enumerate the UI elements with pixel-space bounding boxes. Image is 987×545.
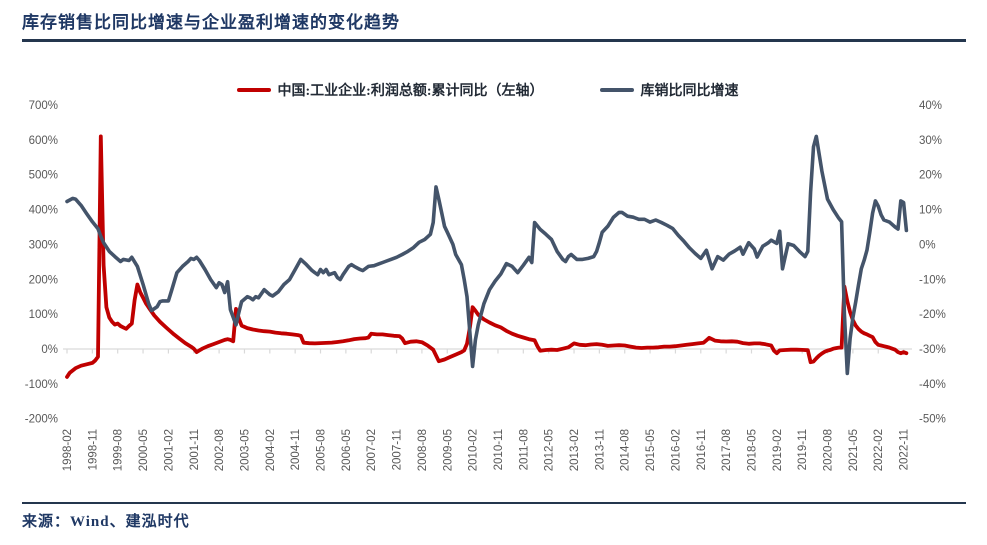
left-axis-tick-label: 700% <box>29 100 58 112</box>
right-axis-tick-label: 0% <box>919 239 936 251</box>
x-tick-label: 2022-11 <box>899 429 911 470</box>
x-tick-label: 2019-02 <box>772 429 784 471</box>
x-tick-label: 2016-02 <box>670 429 682 471</box>
x-tick-label: 2018-05 <box>746 429 758 471</box>
x-tick-label: 2022-02 <box>873 429 885 471</box>
x-tick-label: 2001-11 <box>189 429 201 470</box>
left-axis-tick-label: 600% <box>29 135 58 147</box>
legend-label-profit: 中国:工业企业:利润总额:累计同比（左轴） <box>277 84 544 99</box>
x-tick-label: 1999-08 <box>113 429 125 471</box>
left-axis-tick-label: 400% <box>29 205 58 217</box>
x-tick-label: 2015-05 <box>645 429 657 471</box>
source-text: 来源：Wind、建泓时代 <box>22 514 190 530</box>
x-tick-label: 2010-11 <box>493 429 505 470</box>
right-axis-tick-label: -30% <box>919 344 946 356</box>
page-title: 库存销售比同比增速与企业盈利增速的变化趋势 <box>22 13 400 32</box>
x-tick-label: 2003-05 <box>239 429 251 471</box>
title-divider <box>22 39 966 42</box>
chart-legend: 中国:工业企业:利润总额:累计同比（左轴） 库销比同比增速 <box>65 81 910 99</box>
right-axis-tick-label: 30% <box>919 135 942 147</box>
legend-label-inventory-sales: 库销比同比增速 <box>640 84 739 99</box>
right-axis-tick-label: 10% <box>919 205 942 217</box>
x-tick-label: 2004-02 <box>265 429 277 471</box>
x-tick-label: 2002-08 <box>214 429 226 471</box>
x-tick-label: 2005-08 <box>316 429 328 471</box>
x-tick-label: 2020-08 <box>823 429 835 471</box>
right-axis-tick-label: -50% <box>919 414 946 426</box>
x-tick-label: 2011-08 <box>518 429 530 470</box>
left-axis-tick-label: 100% <box>29 309 58 321</box>
right-axis-tick-label: -10% <box>919 274 946 286</box>
left-axis-tick-label: 0% <box>41 344 58 356</box>
x-tick-label: 2000-05 <box>138 429 150 471</box>
x-tick-label: 2012-05 <box>544 429 556 471</box>
x-tick-label: 2013-02 <box>569 429 581 471</box>
x-tick-label: 1998-02 <box>62 429 74 471</box>
left-axis-tick-label: -200% <box>25 414 58 426</box>
x-tick-label: 2009-05 <box>442 429 454 471</box>
x-tick-label: 2008-08 <box>417 429 429 471</box>
x-tick-label: 2007-02 <box>366 429 378 471</box>
x-tick-label: 2010-02 <box>468 429 480 471</box>
right-axis-tick-label: -20% <box>919 309 946 321</box>
x-tick-label: 2016-11 <box>696 429 708 470</box>
profit-series-line <box>65 134 909 379</box>
legend-swatch-profit-line <box>236 88 271 92</box>
x-tick-label: 2013-11 <box>594 429 606 470</box>
left-axis-tick-label: 500% <box>29 170 58 182</box>
x-tick-label: 2006-05 <box>341 429 353 471</box>
legend-item-inventory-sales: 库销比同比增速 <box>599 80 739 100</box>
left-axis-tick-label: -100% <box>25 379 58 391</box>
x-tick-label: 1998-11 <box>87 429 99 470</box>
x-tick-label: 2019-11 <box>797 429 809 470</box>
x-tick-label: 2004-11 <box>290 429 302 470</box>
x-tick-label: 2017-08 <box>721 429 733 471</box>
right-axis-tick-label: 40% <box>919 100 942 112</box>
left-axis-tick-label: 200% <box>29 274 58 286</box>
source-divider <box>22 502 966 504</box>
x-tick-label: 2007-11 <box>392 429 404 470</box>
inventory-sales-series-line <box>65 134 909 376</box>
legend-item-profit: 中国:工业企业:利润总额:累计同比（左轴） <box>236 80 544 100</box>
right-axis-tick-label: 20% <box>919 170 942 182</box>
legend-swatch-inventory-line <box>599 88 634 92</box>
x-tick-label: 2014-08 <box>620 429 632 471</box>
right-axis-tick-label: -40% <box>919 379 946 391</box>
left-axis-tick-label: 300% <box>29 239 58 251</box>
x-tick-label: 2021-05 <box>848 429 860 471</box>
x-tick-label: 2001-02 <box>163 429 175 471</box>
